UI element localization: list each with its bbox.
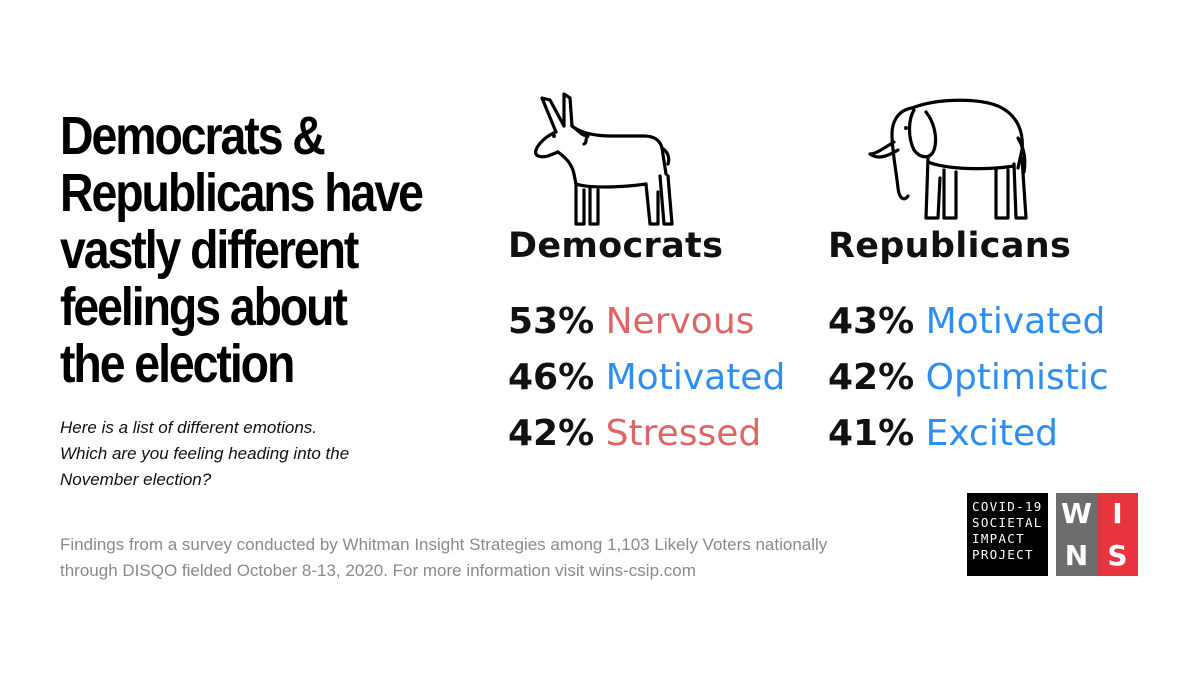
stat-emotion: Motivated — [925, 301, 1106, 342]
logo-line: SOCIETAL — [972, 515, 1043, 530]
wins-letter: S — [1097, 534, 1138, 576]
logo-line: IMPACT — [972, 531, 1025, 546]
question-line: November election? — [60, 470, 212, 489]
stat-percent: 43% — [828, 301, 915, 342]
republicans-heading: Republicans — [828, 226, 1072, 266]
stat-percent: 53% — [508, 301, 595, 342]
footnote-line: Findings from a survey conducted by Whit… — [60, 535, 828, 554]
headline-line: vastly different — [60, 220, 359, 280]
headline-line: Republicans have — [60, 163, 424, 223]
stat-emotion: Stressed — [605, 413, 762, 454]
stat-emotion: Optimistic — [925, 357, 1109, 398]
stat-emotion: Excited — [925, 413, 1058, 454]
source-footnote: Findings from a survey conducted by Whit… — [60, 532, 940, 584]
democrats-heading: Democrats — [508, 226, 724, 266]
csip-logo: COVID-19 SOCIETAL IMPACT PROJECT — [967, 493, 1048, 576]
headline-line: the election — [60, 334, 295, 394]
headline-line: feelings about — [60, 277, 348, 337]
stat-percent: 41% — [828, 413, 915, 454]
headline: Democrats & Republicans have vastly diff… — [60, 106, 424, 394]
democrats-stats: 53% Nervous 46% Motivated 42% Stressed — [508, 294, 785, 462]
wins-letter: W — [1056, 493, 1097, 535]
stat-row: 41% Excited — [828, 406, 1109, 462]
stat-percent: 42% — [828, 357, 915, 398]
logo-line: PROJECT — [972, 547, 1034, 562]
donkey-icon — [534, 92, 674, 226]
stat-emotion: Nervous — [605, 301, 755, 342]
survey-question: Here is a list of different emotions. Wh… — [60, 415, 420, 493]
logo-line: COVID-19 — [972, 499, 1043, 514]
stat-row: 43% Motivated — [828, 294, 1109, 350]
question-line: Which are you feeling heading into the — [60, 444, 350, 463]
republicans-stats: 43% Motivated 42% Optimistic 41% Excited — [828, 294, 1109, 462]
stat-row: 42% Optimistic — [828, 350, 1109, 406]
stat-emotion: Motivated — [605, 357, 786, 398]
stat-percent: 42% — [508, 413, 595, 454]
wins-letter: I — [1097, 493, 1138, 535]
stat-row: 46% Motivated — [508, 350, 785, 406]
wins-letter: N — [1056, 534, 1097, 576]
headline-line: Democrats & — [60, 106, 326, 166]
stat-row: 53% Nervous — [508, 294, 785, 350]
stat-row: 42% Stressed — [508, 406, 785, 462]
elephant-icon — [868, 98, 1028, 220]
wins-logo: W I N S — [1056, 493, 1138, 576]
stat-percent: 46% — [508, 357, 595, 398]
question-line: Here is a list of different emotions. — [60, 418, 318, 437]
footnote-line: through DISQO fielded October 8-13, 2020… — [60, 561, 696, 580]
